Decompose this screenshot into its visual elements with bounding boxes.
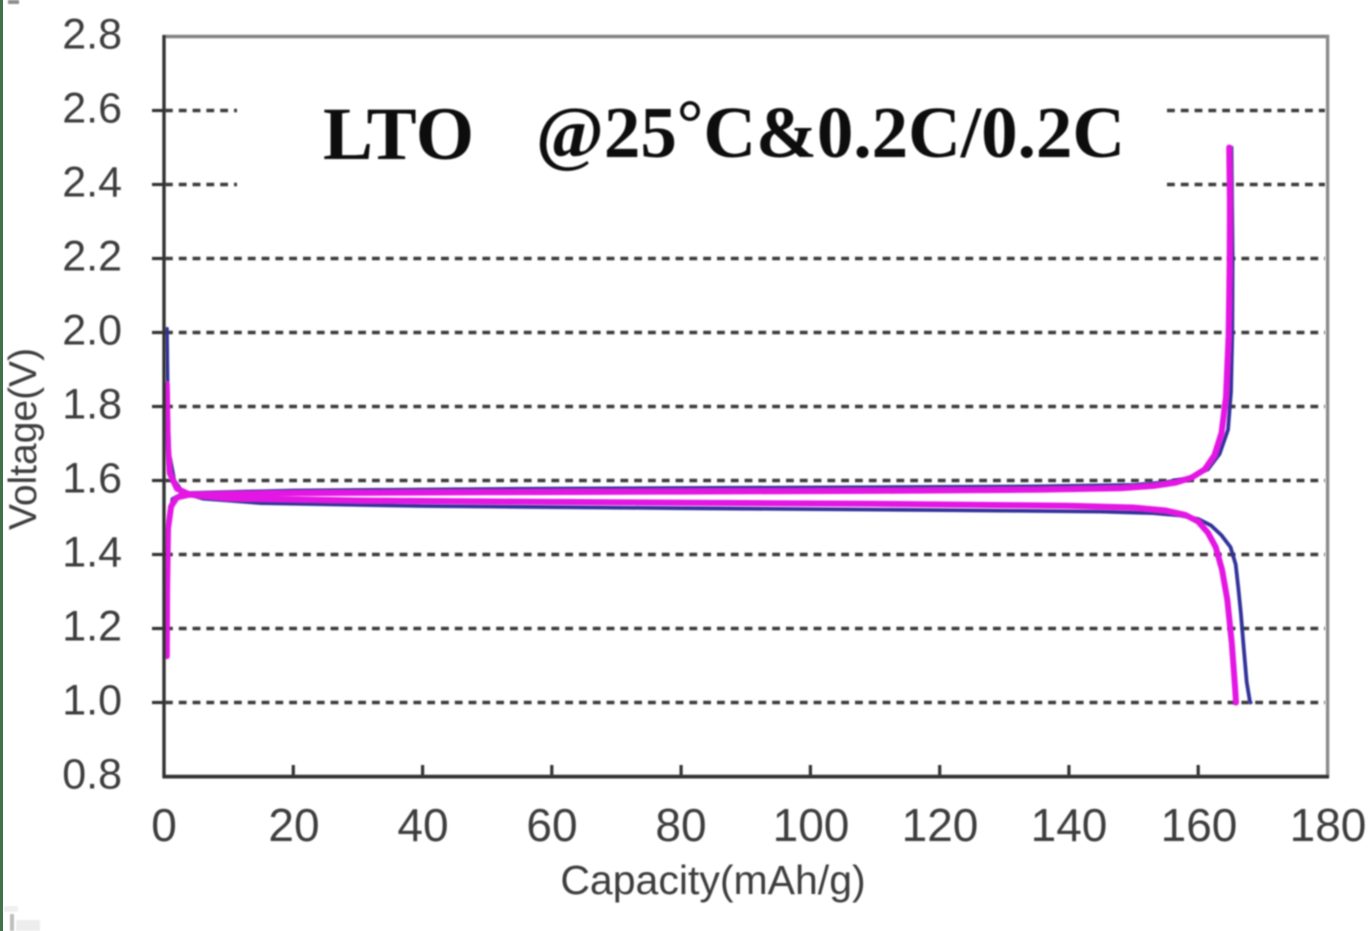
svg-text:2.2: 2.2 xyxy=(62,233,122,281)
svg-text:1.6: 1.6 xyxy=(62,455,122,503)
svg-text:100: 100 xyxy=(773,799,850,851)
svg-text:0: 0 xyxy=(151,799,177,851)
svg-text:180: 180 xyxy=(1290,799,1367,851)
svg-text:LTO: LTO xyxy=(323,93,475,176)
svg-text:160: 160 xyxy=(1161,799,1238,851)
svg-text:2.0: 2.0 xyxy=(62,307,122,355)
svg-text:2.4: 2.4 xyxy=(62,159,122,207)
svg-text:40: 40 xyxy=(397,799,448,851)
svg-text:20: 20 xyxy=(268,799,319,851)
svg-text:1.8: 1.8 xyxy=(62,381,122,429)
svg-text:1.2: 1.2 xyxy=(62,603,122,651)
svg-text:@25°C&0.2C/0.2C: @25°C&0.2C/0.2C xyxy=(536,87,1125,173)
svg-text:2.8: 2.8 xyxy=(62,11,122,59)
svg-text:Capacity(mAh/g): Capacity(mAh/g) xyxy=(560,857,865,903)
svg-text:120: 120 xyxy=(902,799,979,851)
svg-text:1.4: 1.4 xyxy=(62,529,122,577)
svg-text:1.0: 1.0 xyxy=(62,677,122,725)
svg-text:80: 80 xyxy=(655,799,706,851)
svg-text:Voltage(V): Voltage(V) xyxy=(2,348,45,530)
svg-text:0.8: 0.8 xyxy=(62,751,122,799)
svg-text:60: 60 xyxy=(526,799,577,851)
svg-text:140: 140 xyxy=(1031,799,1108,851)
svg-text:2.6: 2.6 xyxy=(62,85,122,133)
